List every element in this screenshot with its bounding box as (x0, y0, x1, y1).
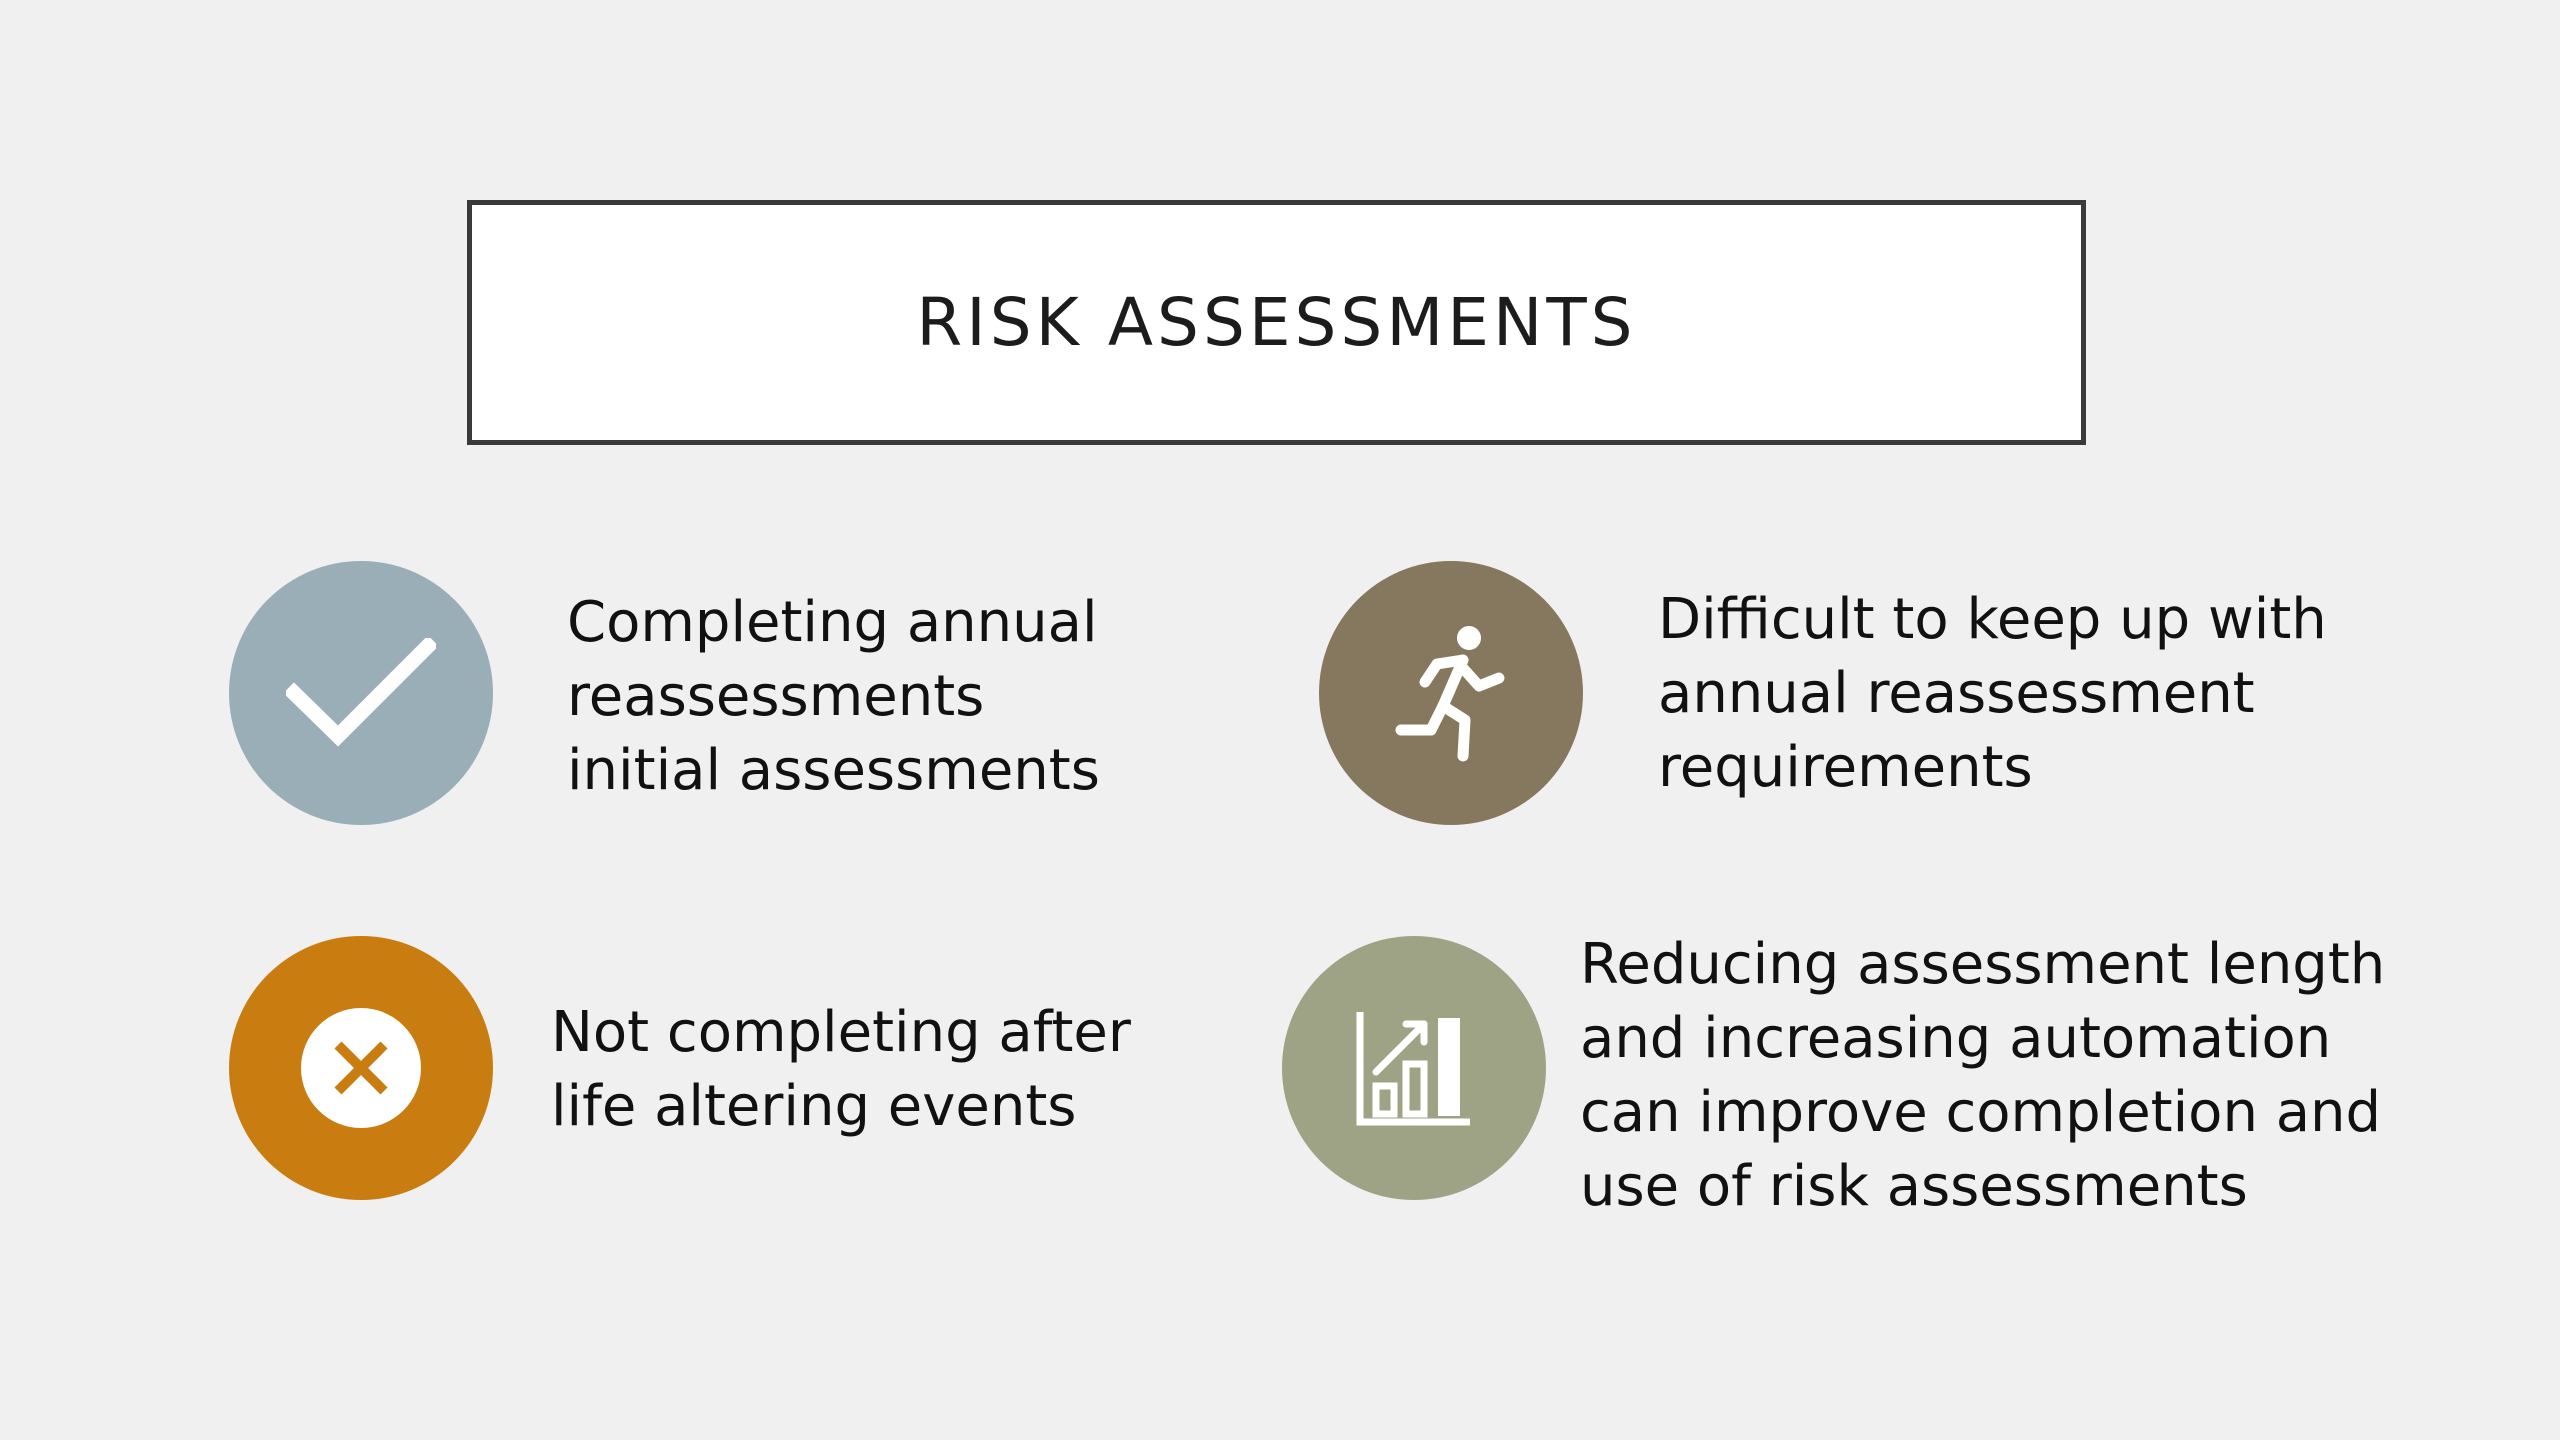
close-circle-icon (301, 1008, 421, 1128)
item-icon-badge (1282, 936, 1546, 1200)
item-icon-badge (229, 936, 493, 1200)
bar-chart-growth-icon (1356, 1012, 1470, 1126)
title-box: RISK ASSESSMENTS (467, 200, 2086, 445)
item-text: Completing annual reassessments initial … (567, 590, 1100, 803)
item-icon-badge (229, 561, 493, 825)
slide-title: RISK ASSESSMENTS (916, 284, 1637, 361)
item-text: Reducing assessment length and increasin… (1580, 932, 2386, 1219)
checkmark-icon (286, 638, 436, 747)
running-person-icon (1395, 626, 1505, 762)
item-text: Not completing after life altering event… (551, 1000, 1131, 1139)
item-icon-badge (1319, 561, 1583, 825)
item-text: Difficult to keep up with annual reasses… (1658, 587, 2327, 800)
